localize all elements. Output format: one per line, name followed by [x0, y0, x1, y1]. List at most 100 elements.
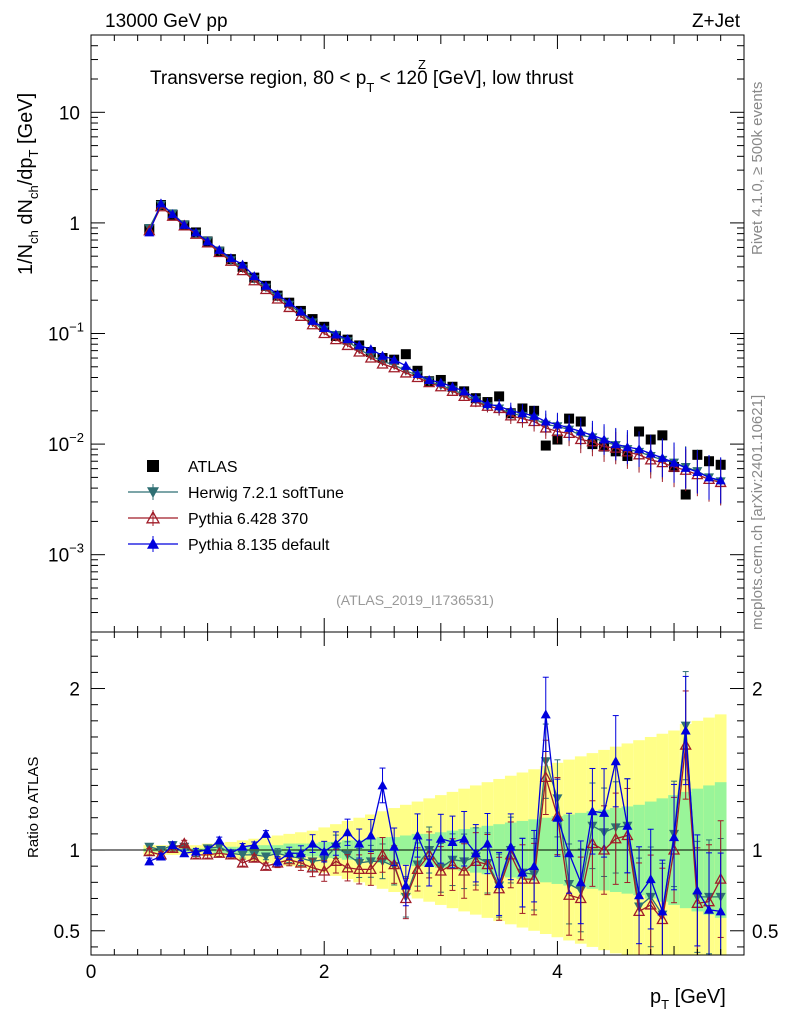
data-point	[540, 440, 551, 451]
y-tick-label: 10−3	[48, 541, 84, 567]
ratio-point	[447, 836, 458, 846]
data-point	[692, 466, 703, 476]
svg-text:pT [GeV]: pT [GeV]	[650, 986, 726, 1012]
data-point	[330, 329, 341, 339]
ratio-point	[622, 820, 633, 830]
data-point	[458, 390, 471, 402]
ratio-point	[202, 845, 213, 855]
ratio-series-3	[144, 675, 726, 956]
data-point	[459, 386, 470, 396]
ratio-point	[564, 848, 575, 858]
data-point	[167, 209, 178, 219]
x-tick-label: 0	[86, 962, 97, 983]
ratio-point	[446, 858, 459, 870]
legend-label: Pythia 8.135 default	[188, 537, 330, 554]
series-line	[148, 204, 721, 483]
ratio-point	[458, 864, 471, 876]
ratio-point	[354, 838, 365, 848]
data-point	[319, 323, 330, 333]
ratio-point	[260, 828, 271, 838]
ratio-point	[225, 848, 236, 858]
data-point	[715, 475, 726, 485]
data-point	[377, 350, 388, 360]
data-point	[400, 360, 411, 370]
data-point	[249, 271, 260, 281]
data-point	[704, 472, 715, 482]
ratio-point	[610, 756, 621, 766]
ratio-point	[330, 838, 341, 848]
ratio-point	[342, 827, 353, 837]
ratio-point	[692, 885, 703, 895]
ratio-point	[539, 771, 552, 782]
main-panel-series	[143, 198, 727, 506]
plot-title-sub: T	[366, 80, 374, 95]
data-point	[657, 452, 668, 462]
ratio-point	[562, 888, 576, 900]
ratio-y-tick-label-right: 0.5	[752, 922, 778, 943]
data-point	[634, 444, 645, 454]
ratio-point	[259, 859, 273, 871]
data-point	[214, 244, 225, 254]
ratio-point	[190, 846, 201, 856]
data-point	[294, 309, 307, 321]
ratio-y-tick-label-right: 2	[752, 680, 763, 701]
ratio-point	[494, 878, 505, 888]
side-label-bottom: mcplots.cern.ch [arXiv:2401.10621]	[749, 395, 766, 630]
data-point	[680, 489, 691, 500]
ratio-point	[459, 833, 470, 843]
ratio-point	[657, 906, 668, 916]
legend-entry: Pythia 8.135 default	[128, 536, 330, 554]
ratio-point	[236, 856, 249, 868]
x-axis-label: pT [GeV]	[650, 986, 726, 1012]
ratio-point	[365, 830, 376, 840]
ratio-point	[552, 812, 563, 822]
series-3	[144, 198, 726, 504]
ratio-point	[424, 857, 435, 867]
svg-text:Transverse region, 80 < pT < 1: Transverse region, 80 < pT < 120 [GeV], …	[150, 68, 574, 95]
ratio-point	[669, 832, 680, 842]
ratio-point	[389, 841, 400, 851]
ratio-point	[704, 904, 715, 914]
ratio-y-tick-label: 0.5	[54, 922, 80, 943]
data-point	[342, 334, 353, 344]
data-point	[376, 357, 389, 369]
ratio-point	[411, 863, 424, 875]
data-point	[424, 374, 435, 384]
data-point	[435, 377, 446, 387]
ratio-point	[645, 874, 656, 884]
data-point	[504, 409, 517, 421]
data-point	[447, 381, 458, 391]
ratio-point	[376, 848, 389, 860]
data-point	[575, 426, 586, 436]
ratio-point	[412, 830, 423, 840]
data-point	[179, 219, 190, 229]
data-point	[564, 422, 575, 432]
legend-label: ATLAS	[188, 459, 238, 476]
data-point	[599, 434, 610, 444]
data-point	[446, 384, 459, 396]
data-point	[388, 361, 401, 373]
ratio-point	[167, 840, 178, 850]
ratio-point	[377, 780, 388, 790]
data-point	[190, 227, 201, 237]
y-axis-label-main: 1/Nch dNch/dpT [GeV]	[15, 93, 41, 275]
ratio-point	[341, 861, 354, 873]
data-point	[657, 430, 668, 441]
y-tick-label: 10	[59, 103, 80, 124]
svg-text:1/Nch dNch/dpT [GeV]: 1/Nch dNch/dpT [GeV]	[15, 93, 41, 275]
ratio-point	[634, 890, 645, 900]
data-point	[283, 301, 296, 313]
ratio-point	[143, 845, 156, 857]
ratio-point	[295, 848, 306, 858]
data-point	[284, 297, 295, 307]
ratio-point	[715, 906, 726, 916]
ratio-point	[155, 851, 166, 861]
side-label-top: Rivet 4.1.0, ≥ 500k events	[749, 82, 766, 255]
ratio-point	[482, 838, 493, 848]
ratio-point	[144, 856, 155, 866]
legend-entry: Pythia 6.428 370	[128, 510, 308, 528]
data-point	[610, 439, 621, 449]
data-point	[494, 391, 505, 402]
x-tick-label: 2	[319, 962, 330, 983]
